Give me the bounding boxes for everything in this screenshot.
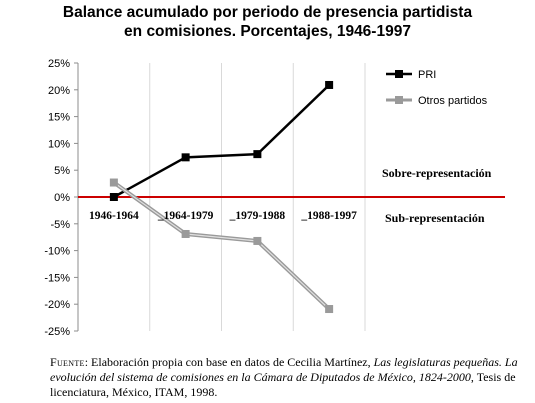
chart-title: Balance acumulado por periodo de presenc… bbox=[0, 3, 535, 41]
y-tick-label: 20% bbox=[48, 85, 70, 97]
source-label: Fuente bbox=[50, 355, 85, 369]
y-tick-label: -10% bbox=[44, 246, 70, 258]
legend-marker bbox=[395, 96, 403, 104]
data-point bbox=[325, 305, 334, 314]
y-tick-label: 15% bbox=[48, 112, 70, 124]
legend: PRI Otros partidos bbox=[386, 69, 488, 107]
y-tick-label: 5% bbox=[54, 165, 70, 177]
source-text-after: , Tesis de licenciatura, México, ITAM, 1… bbox=[50, 370, 516, 399]
source-text-before: : Elaboración propia con base en datos d… bbox=[84, 355, 374, 369]
annotation-over-representation: Sobre-representación bbox=[382, 166, 492, 180]
data-point bbox=[109, 178, 118, 187]
category-label: _1964-1979 bbox=[157, 210, 214, 222]
legend-marker bbox=[395, 70, 403, 78]
data-point bbox=[325, 80, 334, 89]
axes: 25% 20% 15% 10% 5% 0% -5% -10% -15% -20% -25% bbox=[44, 58, 505, 338]
y-tick-label: -15% bbox=[44, 272, 70, 284]
category-label: _1979-1988 bbox=[229, 210, 286, 222]
y-tick-label: 25% bbox=[48, 58, 70, 70]
data-point bbox=[253, 236, 262, 245]
legend-label: Otros partidos bbox=[418, 95, 488, 107]
data-point bbox=[181, 229, 190, 238]
series-line-pri bbox=[113, 84, 330, 199]
y-tick-label: -5% bbox=[50, 219, 70, 231]
source-italic-title: Las legislaturas pequeñas. La evolución … bbox=[50, 355, 518, 384]
chart-title-line-1: Balance acumulado por periodo de presenc… bbox=[62, 4, 473, 21]
data-point bbox=[181, 153, 190, 162]
series-line-otros-partidos bbox=[113, 182, 330, 310]
data-point bbox=[253, 150, 262, 159]
chart-title-line-2: en comisiones. Porcentajes, 1946-1997 bbox=[124, 23, 411, 40]
y-tick-label: 0% bbox=[54, 192, 70, 204]
series-lines bbox=[109, 80, 334, 314]
annotation-under-representation: Sub-representación bbox=[385, 211, 485, 225]
data-point bbox=[109, 193, 118, 201]
source-note: Fuente: Elaboración propia con base en d… bbox=[50, 355, 520, 400]
category-label: _1988-1997 bbox=[300, 210, 357, 222]
y-tick-label: -25% bbox=[44, 326, 70, 338]
legend-label: PRI bbox=[418, 69, 436, 81]
chart-labels: 1946-1964 _1964-1979 _1979-1988 _1988-1997 S… bbox=[89, 166, 492, 225]
y-tick-label: 10% bbox=[48, 138, 70, 150]
line-chart: 25% 20% 15% 10% 5% 0% -5% -10% -15% -20% -25% 1946… bbox=[44, 58, 505, 338]
y-tick-label: -20% bbox=[44, 299, 70, 311]
category-label: 1946-1964 bbox=[89, 210, 139, 222]
